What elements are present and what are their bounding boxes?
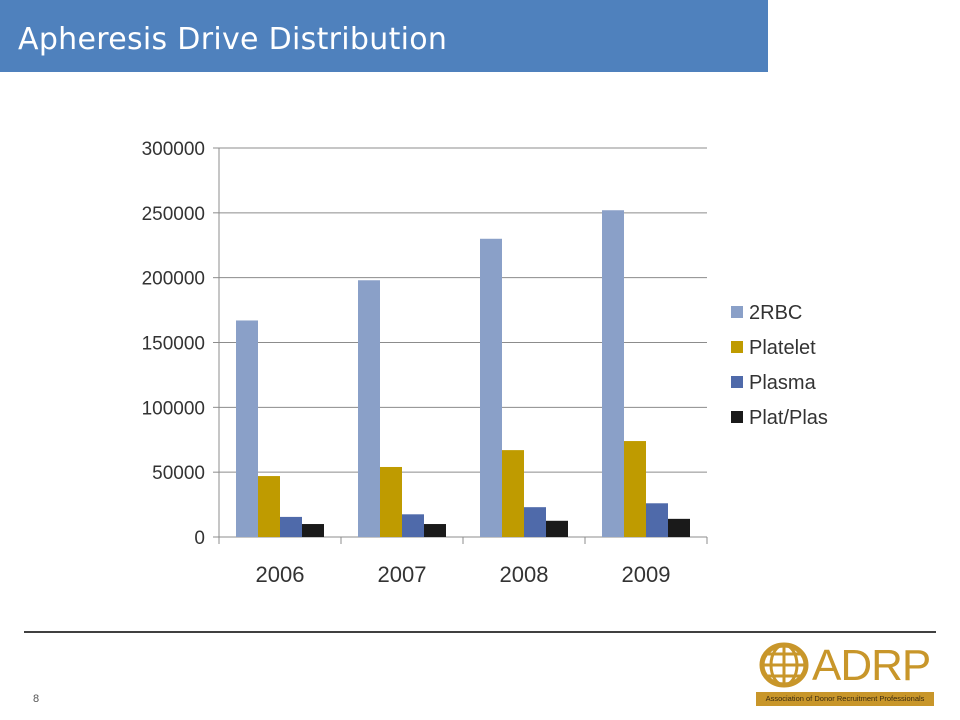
bar-plat-plas-2009 [668,518,690,537]
footer-divider [24,631,936,633]
legend-swatch [731,341,743,353]
bar-plat-plas-2007 [424,524,446,537]
x-tick-label: 2009 [622,562,671,587]
bar-plasma-2008 [524,507,546,537]
bar-2rbc-2008 [480,238,502,537]
bar-2rbc-2006 [236,320,258,537]
y-tick-label: 250000 [142,204,205,225]
y-tick-label: 100000 [142,398,205,419]
slide-number: 8 [33,693,40,705]
y-tick-label: 50000 [152,463,205,484]
title-bar: Apheresis Drive Distribution [0,0,768,72]
adrp-logo: ADRP Association of Donor Recruitment Pr… [756,640,936,708]
logo-tagline: Association of Donor Recruitment Profess… [756,692,934,706]
y-tick-label: 200000 [142,269,205,290]
y-tick-label: 150000 [142,334,205,355]
legend-label: 2RBC [749,302,802,324]
x-tick-label: 2008 [500,562,549,587]
bar-2rbc-2009 [602,210,624,538]
bar-platelet-2009 [624,441,646,537]
x-tick-label: 2007 [378,562,427,587]
bar-plasma-2009 [646,503,668,537]
bar-2rbc-2007 [358,280,380,537]
bar-plat-plas-2006 [302,524,324,537]
globe-icon [759,642,809,688]
legend-swatch [731,376,743,388]
legend-swatch [731,306,743,318]
legend-label: Plasma [749,372,817,394]
bar-platelet-2007 [380,466,402,537]
legend-swatch [731,411,743,423]
logo-wordmark: ADRP [812,641,931,690]
slide-title: Apheresis Drive Distribution [18,22,448,57]
bar-plasma-2006 [280,516,302,537]
bar-platelet-2008 [502,450,524,537]
x-tick-label: 2006 [256,562,305,587]
legend-label: Plat/Plas [749,407,828,429]
bar-platelet-2006 [258,476,280,537]
legend-label: Platelet [749,337,816,359]
bar-plat-plas-2008 [546,520,568,537]
y-tick-label: 300000 [142,139,205,160]
bar-plasma-2007 [402,514,424,537]
y-tick-label: 0 [194,528,205,549]
